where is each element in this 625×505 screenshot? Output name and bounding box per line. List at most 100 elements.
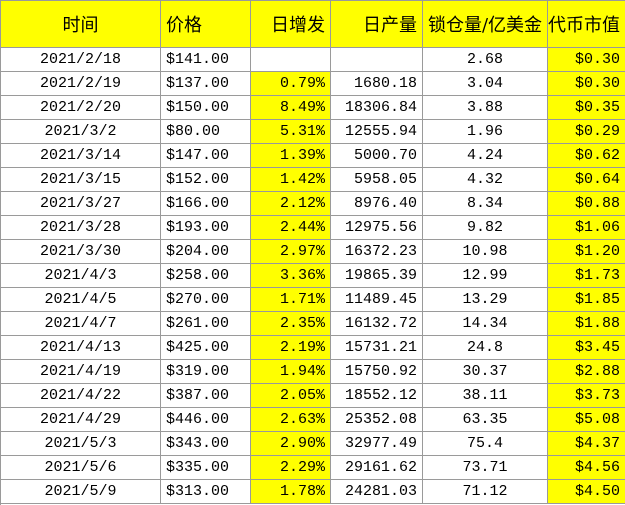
table-cell: $319.00 [161, 360, 251, 384]
table-cell: 2021/4/3 [1, 264, 161, 288]
table-cell: $2.88 [548, 360, 625, 384]
table-cell: 2.35% [251, 312, 331, 336]
table-cell: 1.96 [423, 120, 548, 144]
table-cell: $261.00 [161, 312, 251, 336]
table-cell: 18306.84 [331, 96, 423, 120]
header-cell: 价格 [161, 1, 251, 48]
table-cell: 2021/3/30 [1, 240, 161, 264]
table-cell: 19865.39 [331, 264, 423, 288]
table-cell: $1.73 [548, 264, 625, 288]
table-cell: 1680.18 [331, 72, 423, 96]
table-cell: 1.78% [251, 480, 331, 504]
table-cell: 2021/4/19 [1, 360, 161, 384]
table-cell: $1.85 [548, 288, 625, 312]
table-cell: 2021/3/2 [1, 120, 161, 144]
table-cell: 2.90% [251, 432, 331, 456]
table-cell: 15731.21 [331, 336, 423, 360]
table-cell: 3.04 [423, 72, 548, 96]
table-cell [331, 48, 423, 72]
table-cell: 24.8 [423, 336, 548, 360]
table-cell: 13.29 [423, 288, 548, 312]
header-cell: 代币市值 [548, 1, 625, 48]
table-cell: 30.37 [423, 360, 548, 384]
table-cell: 2.97% [251, 240, 331, 264]
table-cell: $4.56 [548, 456, 625, 480]
table-cell: 2.05% [251, 384, 331, 408]
table-cell: $1.06 [548, 216, 625, 240]
table-cell: 4.32 [423, 168, 548, 192]
table-cell: 2021/5/3 [1, 432, 161, 456]
table-cell [251, 48, 331, 72]
table-cell: 2.68 [423, 48, 548, 72]
table-cell: 25352.08 [331, 408, 423, 432]
table-cell: $0.35 [548, 96, 625, 120]
table-cell: $4.37 [548, 432, 625, 456]
table-cell: $0.30 [548, 72, 625, 96]
table-cell: 32977.49 [331, 432, 423, 456]
table-cell: 14.34 [423, 312, 548, 336]
table-cell: 10.98 [423, 240, 548, 264]
table-cell: $141.00 [161, 48, 251, 72]
table-cell: $5.08 [548, 408, 625, 432]
header-cell: 日产量 [331, 1, 423, 48]
table-cell: 8.49% [251, 96, 331, 120]
table-cell: 8.34 [423, 192, 548, 216]
table-cell: 2021/3/28 [1, 216, 161, 240]
table-cell: 1.71% [251, 288, 331, 312]
table-cell: 3.88 [423, 96, 548, 120]
table-cell: 16372.23 [331, 240, 423, 264]
table-cell: 1.39% [251, 144, 331, 168]
table-cell: $80.00 [161, 120, 251, 144]
table-cell: $137.00 [161, 72, 251, 96]
table-cell: $1.20 [548, 240, 625, 264]
table-cell: 4.24 [423, 144, 548, 168]
table-cell: $1.88 [548, 312, 625, 336]
table-cell: 63.35 [423, 408, 548, 432]
table-cell: 2021/3/14 [1, 144, 161, 168]
table-cell: $0.64 [548, 168, 625, 192]
table-cell: 0.79% [251, 72, 331, 96]
table-cell: $0.88 [548, 192, 625, 216]
header-cell: 锁仓量/亿美金 [423, 1, 548, 48]
table-cell: 1.42% [251, 168, 331, 192]
table-cell: 2.19% [251, 336, 331, 360]
table-cell: 2021/4/13 [1, 336, 161, 360]
table-cell: $152.00 [161, 168, 251, 192]
table-cell: 11489.45 [331, 288, 423, 312]
table-cell: $446.00 [161, 408, 251, 432]
table-cell: 9.82 [423, 216, 548, 240]
table-cell: $343.00 [161, 432, 251, 456]
table-cell: $166.00 [161, 192, 251, 216]
table-cell: 2.44% [251, 216, 331, 240]
table-cell: 2021/4/29 [1, 408, 161, 432]
table-cell: 24281.03 [331, 480, 423, 504]
table-cell: 38.11 [423, 384, 548, 408]
table-cell: 75.4 [423, 432, 548, 456]
table-cell: $193.00 [161, 216, 251, 240]
table-cell: $335.00 [161, 456, 251, 480]
header-cell: 日增发 [251, 1, 331, 48]
table-cell: 29161.62 [331, 456, 423, 480]
table-cell: 2021/4/7 [1, 312, 161, 336]
table-cell: $147.00 [161, 144, 251, 168]
table-cell: 2021/4/5 [1, 288, 161, 312]
table-cell: 12.99 [423, 264, 548, 288]
table-cell: 15750.92 [331, 360, 423, 384]
table-cell: 2.29% [251, 456, 331, 480]
table-cell: 5.31% [251, 120, 331, 144]
table-cell: 73.71 [423, 456, 548, 480]
table-cell: 5958.05 [331, 168, 423, 192]
table-cell: $0.29 [548, 120, 625, 144]
table-cell: $270.00 [161, 288, 251, 312]
table-cell: 16132.72 [331, 312, 423, 336]
table-cell: $0.62 [548, 144, 625, 168]
table-cell: 1.94% [251, 360, 331, 384]
table-cell: $258.00 [161, 264, 251, 288]
table-cell: 18552.12 [331, 384, 423, 408]
header-cell: 时间 [1, 1, 161, 48]
table-cell: 2.63% [251, 408, 331, 432]
table-cell: $313.00 [161, 480, 251, 504]
table-cell: 5000.70 [331, 144, 423, 168]
table-cell: 2021/2/20 [1, 96, 161, 120]
table-cell: 2021/2/19 [1, 72, 161, 96]
